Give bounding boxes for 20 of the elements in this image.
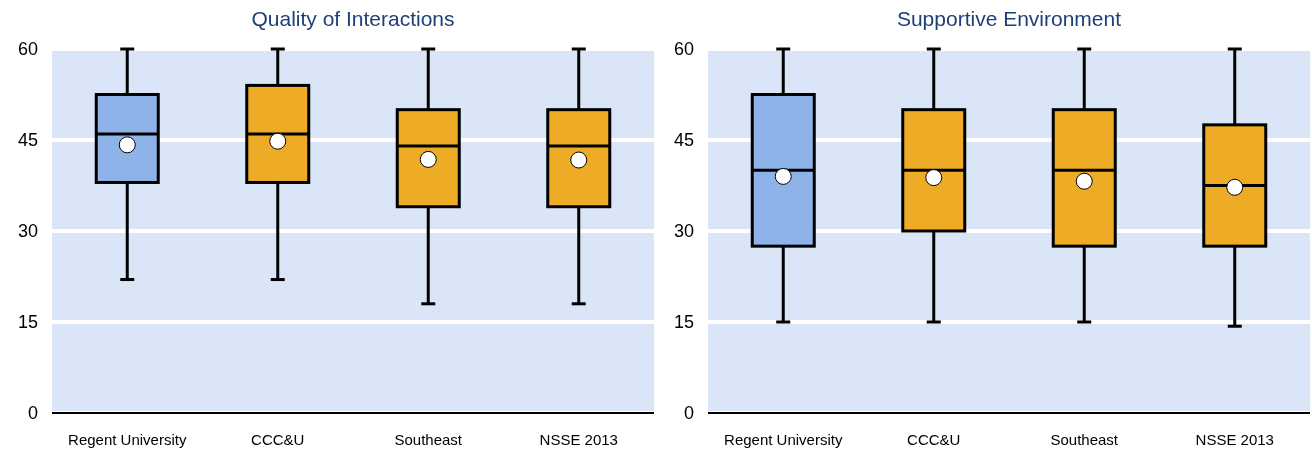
y-tick-label: 45 bbox=[17, 130, 38, 151]
chart-title: Quality of Interactions bbox=[251, 7, 455, 30]
y-tick-label: 15 bbox=[673, 312, 694, 333]
x-tick-label: CCC&U bbox=[251, 431, 305, 448]
chart-title: Supportive Environment bbox=[896, 7, 1122, 30]
y-tick-label: 60 bbox=[17, 39, 38, 60]
x-tick-label: Regent University bbox=[68, 431, 187, 448]
y-tick-label: 60 bbox=[673, 39, 694, 60]
x-tick-label: NSSE 2013 bbox=[539, 431, 618, 448]
y-tick-label: 30 bbox=[17, 221, 38, 242]
x-tick-label: Southeast bbox=[394, 431, 463, 448]
x-tick-label: NSSE 2013 bbox=[1195, 431, 1274, 448]
y-tick-label: 30 bbox=[673, 221, 694, 242]
y-tick-label: 45 bbox=[673, 130, 694, 151]
y-tick-label: 0 bbox=[27, 403, 38, 424]
y-tick-label: 15 bbox=[17, 312, 38, 333]
y-tick-label: 0 bbox=[683, 403, 694, 424]
x-tick-label: Regent University bbox=[724, 431, 843, 448]
x-tick-label: CCC&U bbox=[907, 431, 961, 448]
x-tick-label: Southeast bbox=[1050, 431, 1119, 448]
